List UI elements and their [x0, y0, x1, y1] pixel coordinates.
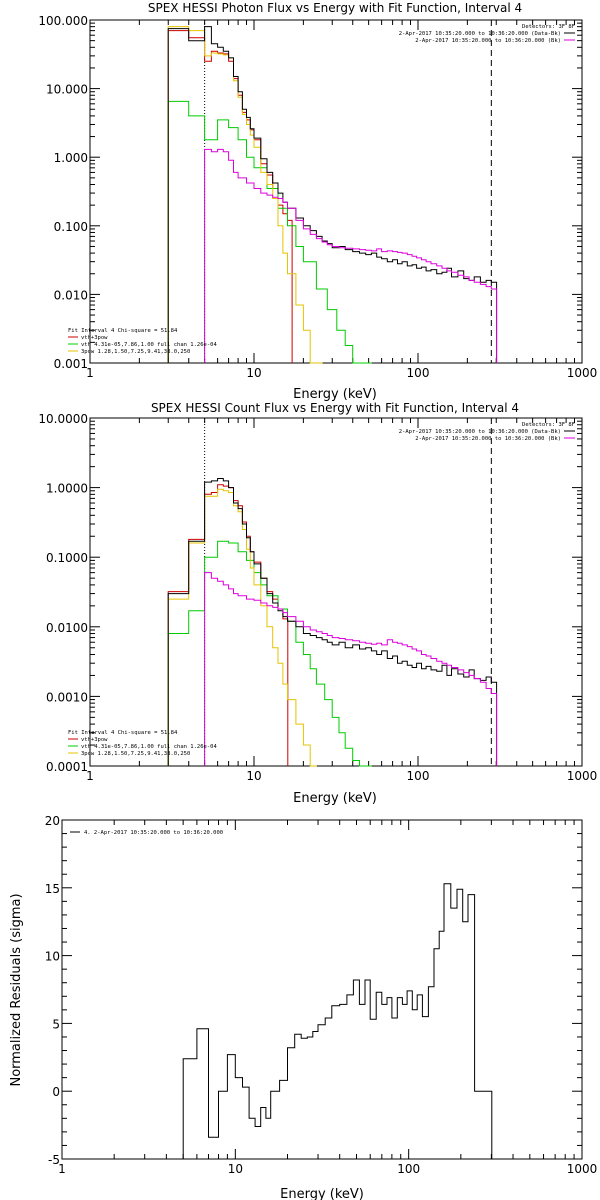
photon-flux-fit-legend-entry: vth 4.31e-05,7.86,1.00 full chan 1.26e-0… — [81, 342, 217, 348]
count-flux-ytick-label: 1.0000 — [46, 482, 88, 496]
residuals-series-0 — [182, 883, 493, 1159]
photon-flux-xlabel: Energy (keV) — [293, 387, 377, 402]
photon-flux-ytick-label: 0.010 — [54, 288, 88, 302]
photon-flux-xtick-label: 1000 — [567, 366, 598, 380]
photon-flux-series-2 — [167, 26, 323, 364]
count-flux-fit-legend-entry: vth 4.31e-05,7.86,1.00 full chan 1.26e-0… — [81, 744, 217, 750]
residuals-xtick-label: 10 — [228, 1162, 243, 1176]
count-flux-fit-legend-entry: vth+3pow — [81, 737, 108, 743]
count-flux-series-0 — [167, 484, 289, 766]
photon-flux-ytick-label: 0.001 — [54, 357, 88, 371]
photon-flux-legend-entry: 2-Apr-2017 10:35:20.000 to 10:36:20.000 … — [415, 38, 561, 44]
count-flux-series-4 — [204, 572, 498, 766]
photon-flux-xtick-label: 10 — [246, 366, 261, 380]
photon-flux-plot-area — [89, 19, 583, 364]
count-flux-ytick-label: 0.0001 — [46, 760, 88, 774]
photon-flux-fit-legend-entry: 3pow 1.28,1.50,7.25,9.41,38.0,250 — [81, 349, 190, 355]
count-flux-ytick-label: 0.0100 — [46, 621, 88, 635]
count-flux-ytick-label: 0.1000 — [46, 551, 88, 565]
photon-flux-legend-entry: 2-Apr-2017 10:35:20.000 to 10:36:20.000 … — [399, 31, 561, 37]
residuals-ytick-label: 10 — [45, 950, 60, 964]
count-flux-title: SPEX HESSI Count Flux vs Energy with Fit… — [151, 401, 519, 415]
residuals-panel: 1 10 100 1000 -5 0 5 10 15 20 4. 2-Apr-2017 10:35… — [9, 814, 597, 1200]
photon-flux-series-1 — [167, 100, 372, 364]
photon-flux-title: SPEX HESSI Photon Flux vs Energy with Fi… — [148, 1, 522, 15]
count-flux-series-1 — [167, 540, 372, 767]
residuals-xlabel: Energy (keV) — [280, 1187, 364, 1200]
residuals-xtick-label: 1000 — [567, 1162, 598, 1176]
count-flux-legend-header: Detectors: 3F 8F — [522, 422, 575, 428]
photon-flux-ytick-label: 0.100 — [54, 220, 88, 234]
photon-flux-panel: SPEX HESSI Photon Flux vs Energy with Fi… — [38, 1, 597, 402]
photon-flux-ytick-label: 10.000 — [46, 83, 88, 97]
photon-flux-series-4 — [204, 148, 498, 363]
count-flux-legend-entry: 2-Apr-2017 10:35:20.000 to 10:36:20.000 … — [415, 436, 561, 442]
photon-flux-ytick-label: 1.000 — [54, 151, 88, 165]
residuals-xtick-label: 1 — [58, 1162, 66, 1176]
photon-flux-series-3 — [167, 26, 498, 363]
count-flux-xtick-label: 1 — [86, 769, 94, 783]
count-flux-panel: SPEX HESSI Count Flux vs Energy with Fit… — [38, 401, 597, 806]
count-flux-series-3 — [167, 478, 498, 766]
residuals-ytick-label: 5 — [52, 1017, 60, 1031]
residuals-xtick-label: 100 — [397, 1162, 420, 1176]
photon-flux-fit-legend-header: Fit Interval 4 Chi-square = 51.84 — [68, 328, 178, 334]
count-flux-xtick-label: 100 — [407, 769, 430, 783]
residuals-ytick-label: -5 — [48, 1153, 60, 1167]
photon-flux-xtick-label: 1 — [86, 366, 94, 380]
count-flux-series-2 — [167, 488, 317, 767]
residuals-ytick-label: 15 — [45, 882, 60, 896]
photon-flux-fit-legend-entry: vth+3pow — [81, 335, 108, 341]
residuals-plot-area — [61, 819, 583, 1160]
photon-flux-xtick-label: 100 — [407, 366, 430, 380]
residuals-ytick-label: 20 — [45, 814, 60, 828]
count-flux-ytick-label: 0.0010 — [46, 690, 88, 704]
residuals-ylabel: Normalized Residuals (sigma) — [9, 893, 24, 1086]
photon-flux-legend-header: Detectors: 3F 8F — [522, 24, 575, 30]
count-flux-legend-entry: 2-Apr-2017 10:35:20.000 to 10:36:20.000 … — [399, 429, 561, 435]
residuals-ytick-label: 0 — [52, 1085, 60, 1099]
count-flux-fit-legend-header: Fit Interval 4 Chi-square = 51.84 — [68, 730, 178, 736]
count-flux-xlabel: Energy (keV) — [293, 791, 377, 806]
count-flux-xtick-label: 1000 — [567, 769, 598, 783]
count-flux-ytick-label: 10.0000 — [38, 412, 88, 426]
count-flux-xtick-label: 10 — [246, 769, 261, 783]
photon-flux-ytick-label: 100.000 — [38, 14, 88, 28]
residuals-legend-entry: 4. 2-Apr-2017 10:35:20.000 to 10:36:20.0… — [84, 830, 223, 836]
count-flux-fit-legend-entry: 3pow 1.28,1.50,7.25,9.41,38.0,250 — [81, 751, 190, 757]
count-flux-plot-area — [89, 417, 583, 767]
